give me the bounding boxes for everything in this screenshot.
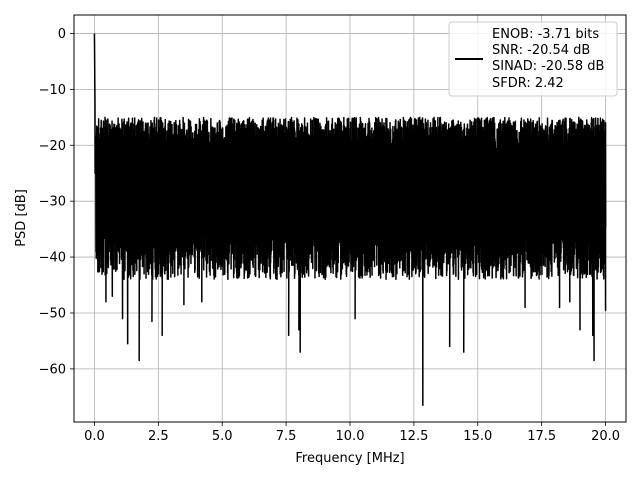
y-tick-label: −60 [39, 362, 66, 377]
legend-line-sfdr: SFDR: 2.42 [492, 76, 564, 91]
x-tick-label: 7.5 [276, 429, 297, 444]
x-tick-label: 10.0 [336, 429, 365, 444]
y-axis-ticks: 0 −10 −20 −30 −40 −50 −60 [39, 27, 74, 377]
y-axis-label: PSD [dB] [14, 189, 29, 247]
y-tick-label: −20 [39, 139, 66, 154]
x-tick-label: 12.5 [399, 429, 428, 444]
legend-line-enob: ENOB: -3.71 bits [492, 27, 599, 42]
x-tick-label: 0.0 [84, 429, 105, 444]
x-tick-label: 17.5 [527, 429, 556, 444]
psd-series-line [93, 33, 607, 406]
y-tick-label: −10 [39, 83, 66, 98]
legend-box [448, 21, 618, 97]
y-tick-label: −40 [39, 251, 66, 266]
x-axis-ticks: 0.0 2.5 5.0 7.5 10.0 12.5 15.0 17.5 20.0 [84, 422, 620, 444]
x-tick-label: 2.5 [148, 429, 169, 444]
legend-line-sinad: SINAD: -20.58 dB [492, 59, 604, 74]
x-tick-label: 5.0 [212, 429, 233, 444]
x-tick-label: 15.0 [463, 429, 492, 444]
x-axis-label: Frequency [MHz] [295, 451, 404, 466]
legend-line-snr: SNR: -20.54 dB [492, 43, 590, 58]
x-tick-label: 20.0 [591, 429, 620, 444]
y-tick-label: 0 [58, 27, 66, 42]
y-tick-label: −30 [39, 195, 66, 210]
y-tick-label: −50 [39, 306, 66, 321]
legend: ENOB: -3.71 bits SNR: -20.54 dB SINAD: -… [448, 21, 618, 97]
